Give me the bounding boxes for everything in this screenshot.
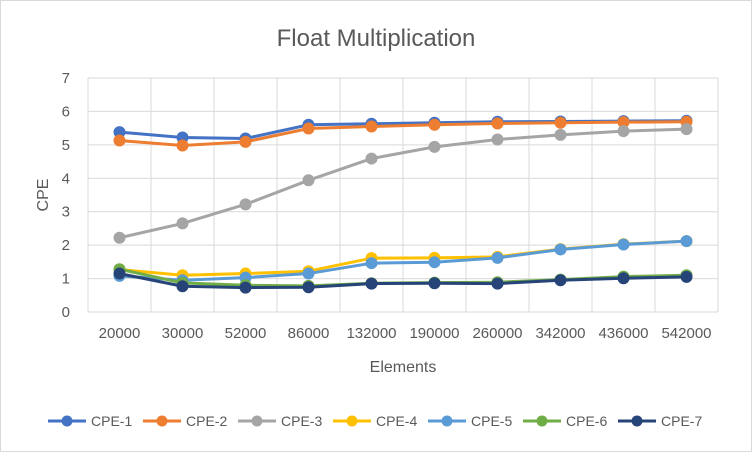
legend: CPE-1 CPE-2 CPE-3 CPE-4 CPE-5 CPE-6 CPE-7	[48, 413, 702, 429]
series-cpe-7	[113, 267, 693, 294]
data-point	[365, 277, 378, 290]
data-point	[113, 267, 126, 280]
y-tick-label: 5	[62, 137, 70, 154]
data-point	[239, 198, 252, 211]
y-tick-label: 4	[62, 170, 70, 187]
y-axis-ticks: 0 1 2 3 4 5 6 7	[62, 70, 70, 321]
data-point	[239, 281, 252, 294]
legend-label: CPE-1	[91, 413, 132, 429]
chart-title: Float Multiplication	[277, 25, 476, 52]
series-group	[113, 114, 693, 294]
data-point	[176, 139, 189, 152]
data-point	[239, 135, 252, 148]
data-point	[491, 277, 504, 290]
data-point	[680, 270, 693, 283]
legend-label: CPE-6	[566, 413, 607, 429]
y-tick-label: 0	[62, 304, 70, 321]
data-point	[617, 125, 630, 138]
data-point	[302, 267, 315, 280]
data-point	[113, 231, 126, 244]
y-tick-label: 2	[62, 237, 70, 254]
data-point	[617, 272, 630, 285]
data-point	[302, 281, 315, 294]
x-axis-title: Elements	[370, 359, 437, 376]
data-point	[113, 134, 126, 147]
legend-point-marker	[441, 415, 453, 427]
x-tick-label: 542000	[661, 325, 711, 342]
data-point	[428, 256, 441, 269]
x-tick-label: 436000	[598, 325, 648, 342]
data-point	[554, 274, 567, 287]
x-tick-label: 30000	[162, 325, 204, 342]
data-point	[491, 251, 504, 264]
x-tick-label: 86000	[288, 325, 330, 342]
x-tick-label: 260000	[472, 325, 522, 342]
x-tick-label: 52000	[225, 325, 267, 342]
legend-item: CPE-4	[333, 413, 417, 429]
series-line	[119, 239, 687, 282]
data-point	[554, 116, 567, 129]
legend-point-marker	[156, 415, 168, 427]
legend-item: CPE-6	[523, 413, 607, 429]
data-point	[302, 122, 315, 135]
legend-item: CPE-3	[238, 413, 322, 429]
series-line	[119, 127, 687, 240]
data-point	[428, 118, 441, 131]
series-line	[119, 120, 687, 148]
x-tick-label: 342000	[535, 325, 585, 342]
y-tick-label: 1	[62, 271, 70, 288]
data-point	[554, 243, 567, 256]
data-point	[428, 277, 441, 290]
x-axis-ticks: 20000 30000 52000 86000 132000 190000 260000 34…	[99, 325, 712, 342]
legend-label: CPE-3	[281, 413, 322, 429]
data-point	[680, 235, 693, 248]
data-point	[365, 257, 378, 270]
series-cpe-3	[113, 123, 693, 244]
data-point	[302, 174, 315, 187]
legend-item: CPE-7	[618, 413, 702, 429]
data-point	[680, 123, 693, 136]
legend-point-marker	[251, 415, 263, 427]
legend-label: CPE-7	[661, 413, 702, 429]
data-point	[365, 152, 378, 165]
y-tick-label: 6	[62, 103, 70, 120]
data-point	[491, 117, 504, 130]
x-tick-label: 132000	[346, 325, 396, 342]
y-tick-label: 3	[62, 204, 70, 221]
y-tick-label: 7	[62, 70, 70, 87]
legend-label: CPE-5	[471, 413, 512, 429]
x-tick-label: 190000	[409, 325, 459, 342]
legend-point-marker	[61, 415, 73, 427]
y-axis-title: CPE	[35, 179, 52, 212]
legend-point-marker	[346, 415, 358, 427]
legend-point-marker	[631, 415, 643, 427]
data-point	[176, 217, 189, 230]
legend-point-marker	[536, 415, 548, 427]
legend-label: CPE-2	[186, 413, 227, 429]
series-line	[119, 272, 687, 290]
data-point	[176, 280, 189, 293]
data-point	[491, 133, 504, 146]
legend-label: CPE-4	[376, 413, 417, 429]
legend-item: CPE-2	[143, 413, 227, 429]
data-point	[554, 128, 567, 141]
legend-item: CPE-5	[428, 413, 512, 429]
data-point	[428, 140, 441, 153]
x-tick-label: 20000	[99, 325, 141, 342]
data-point	[365, 120, 378, 133]
legend-item: CPE-1	[48, 413, 132, 429]
data-point	[617, 238, 630, 251]
